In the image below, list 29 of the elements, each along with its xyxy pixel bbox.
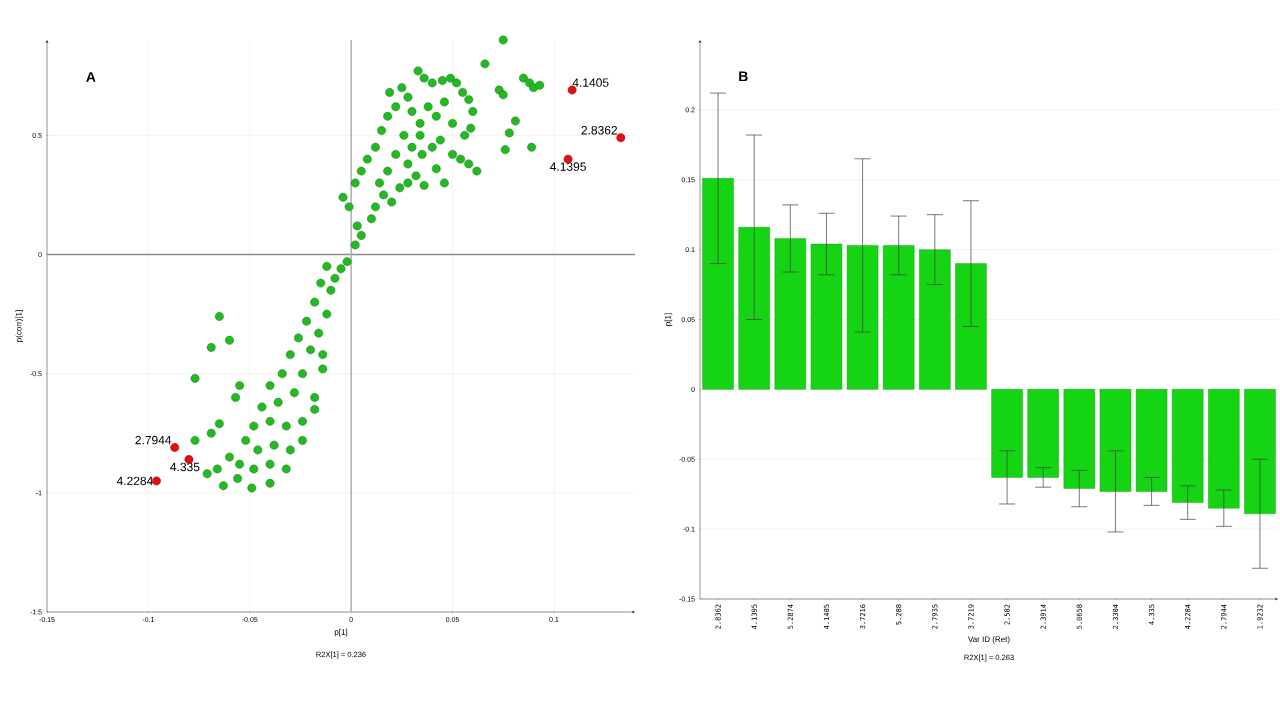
bar	[1027, 389, 1059, 478]
bar	[1172, 389, 1204, 503]
bar	[702, 178, 734, 390]
bar	[1208, 389, 1240, 509]
bar	[883, 245, 915, 390]
y-axis-title: p[1]	[664, 313, 673, 326]
y-axis-title: p(corr)[1]	[15, 310, 24, 342]
x-axis-title: p[1]	[334, 628, 348, 637]
bar	[1244, 389, 1276, 514]
point	[567, 85, 577, 95]
text: B	[739, 71, 748, 82]
annotation: 4.335	[170, 462, 200, 472]
point	[616, 133, 626, 143]
bar	[810, 243, 843, 390]
bar	[1099, 389, 1132, 492]
annotation: 4.2284	[116, 476, 153, 486]
bar	[1135, 389, 1168, 492]
bar	[991, 389, 1023, 478]
bar	[1063, 389, 1096, 489]
bar	[774, 238, 807, 390]
text: A	[86, 72, 96, 82]
point	[170, 443, 180, 452]
bar	[919, 249, 951, 390]
annotation: 2.7944	[135, 435, 172, 445]
annotation: 2.8362	[581, 126, 617, 135]
annotation: 4.1405	[572, 78, 609, 87]
annotation: 4.1395	[550, 162, 586, 171]
bar	[955, 263, 987, 390]
x-axis-title: Var ID (Ret)	[968, 636, 1010, 644]
